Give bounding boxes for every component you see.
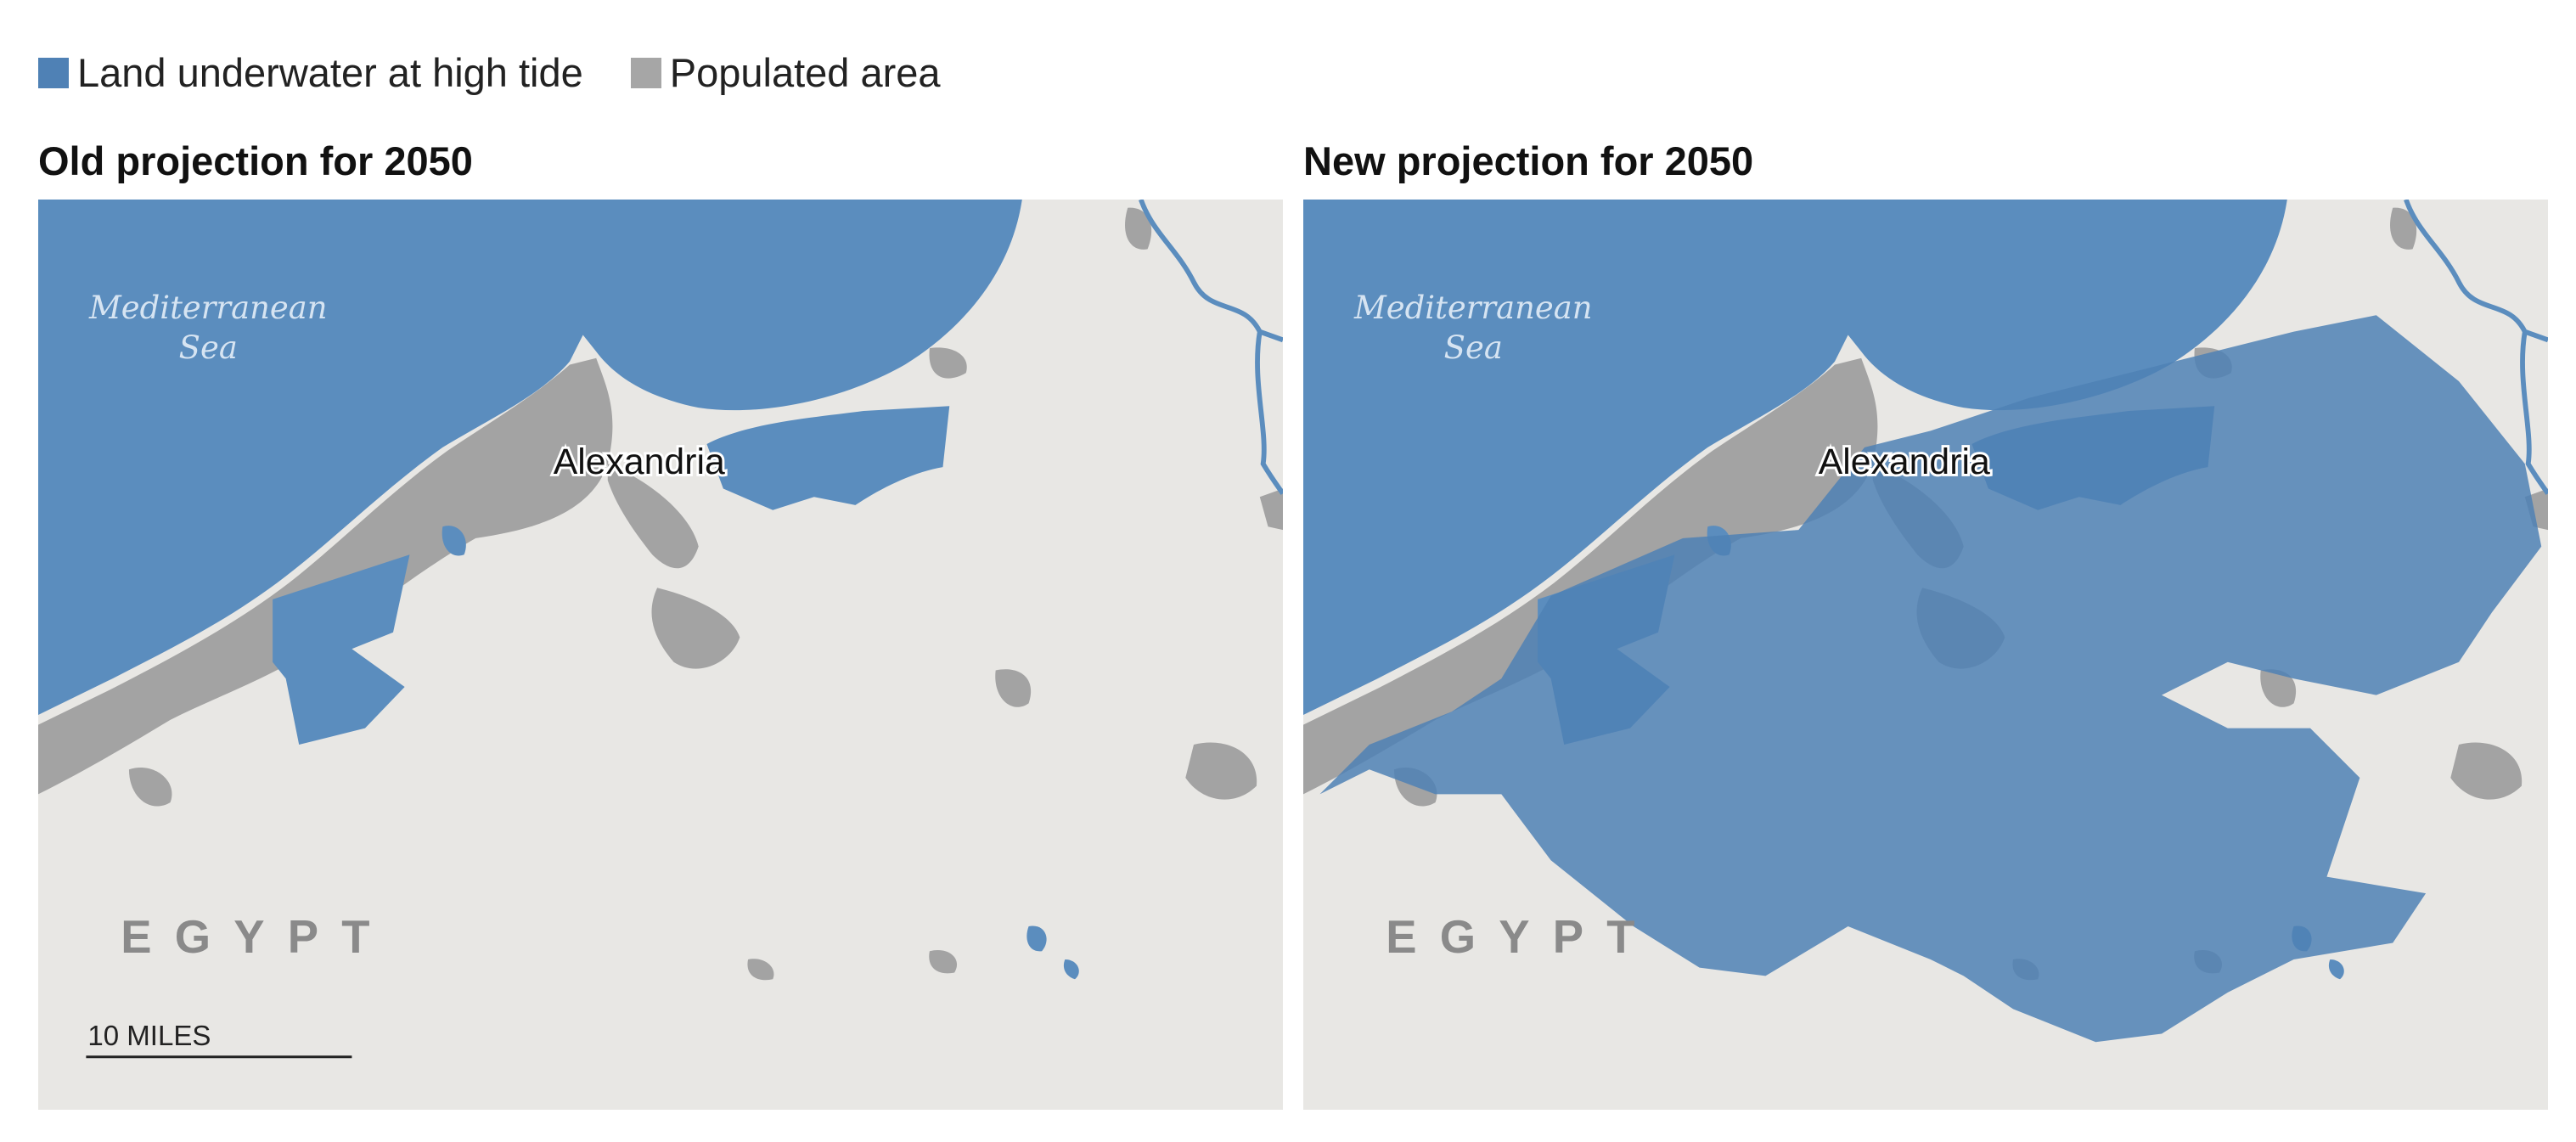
panel-title: New projection for 2050 [1303,138,1754,183]
legend-swatch [38,57,69,88]
map-panel: Mediterranean Sea Alexandria EGYPT 10 MI… [38,200,1283,1110]
river [1139,200,1283,495]
populated-area [1259,488,1283,531]
flooded-land [273,554,410,745]
country-label: EGYPT [1386,911,1658,963]
sea [38,200,1022,716]
flooded-land [1063,959,1079,980]
sea-label: Sea [1444,329,1503,366]
legend-label: Populated area [669,50,941,95]
legend: Land underwater at high tide Populated a… [38,49,988,96]
legend-item: Populated area [630,49,941,96]
populated-area [929,347,967,379]
populated-area [607,464,699,569]
populated-area [1125,207,1152,250]
flooded-land [706,406,950,510]
populated-area [995,669,1032,707]
legend-label: Land underwater at high tide [77,50,583,95]
populated-area [1303,357,1878,795]
map-base [38,200,1283,1110]
river [2404,200,2548,495]
legend-item: Land underwater at high tide [38,49,583,96]
flooded-land [1319,315,2542,1043]
sea-label: Sea [179,329,238,366]
sea-label: Mediterranean [88,290,328,326]
flooded-land [1026,925,1047,952]
city-label: Alexandria [1819,442,1990,482]
map-panel: Mediterranean Sea Alexandria EGYPT [1303,200,2548,1110]
city-label: Alexandria [554,442,725,482]
sea-label: Mediterranean [1353,290,1593,326]
populated-area [651,588,740,669]
flooded-land [2328,959,2344,980]
country-label: EGYPT [121,911,393,963]
populated-area [2390,207,2417,250]
populated-area [2260,669,2297,707]
sea [1303,200,2287,716]
map-base [1303,200,2548,1110]
populated-area [2450,742,2523,800]
populated-area [747,959,774,981]
populated-area [1185,742,1257,800]
flooded-land [442,526,466,556]
populated-area [929,949,958,974]
populated-area [128,767,172,807]
populated-area [38,357,613,795]
legend-swatch [630,57,661,88]
panel-title: Old projection for 2050 [38,138,473,183]
scale-label: 10 MILES [87,1021,211,1052]
